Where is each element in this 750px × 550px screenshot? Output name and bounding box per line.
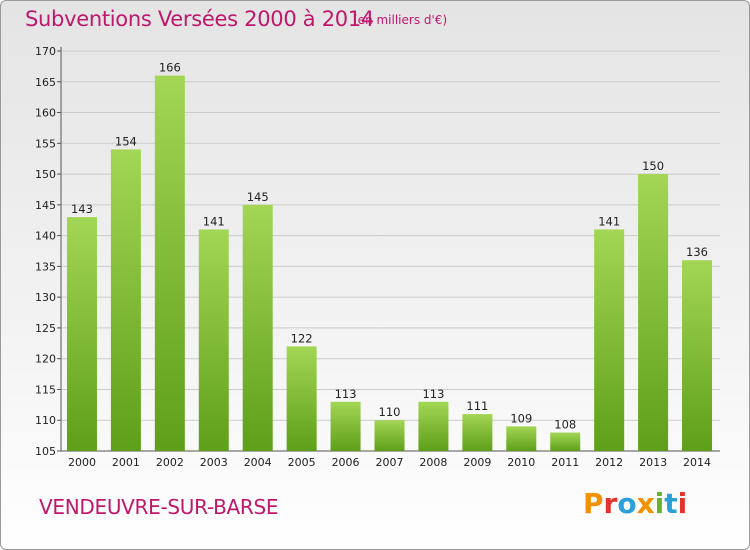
data-label-2008: 113 — [422, 387, 444, 401]
data-labels: 143 154 166 141 145 122 113 110 113 111 109 108 141 1… — [71, 61, 708, 432]
data-label-2013: 150 — [642, 159, 664, 173]
bar-2014 — [682, 260, 713, 451]
logo-letter: x — [636, 487, 655, 520]
data-label-2012: 141 — [598, 214, 620, 228]
x-tick-label-2001: 2001 — [112, 456, 140, 469]
x-tick-label-2003: 2003 — [200, 456, 228, 469]
bar-2006 — [330, 401, 361, 451]
x-tick-label-2000: 2000 — [68, 456, 96, 469]
data-label-2010: 109 — [510, 411, 532, 425]
x-tick-label-2005: 2005 — [288, 456, 316, 469]
data-label-2009: 111 — [466, 399, 488, 413]
logo-letter: r — [603, 487, 618, 520]
bar-2012 — [594, 229, 625, 451]
data-label-2005: 122 — [291, 331, 313, 345]
data-label-2014: 136 — [686, 245, 708, 259]
bar-2007 — [374, 420, 405, 451]
y-tick-label: 140 — [35, 230, 56, 243]
bar-2011 — [550, 432, 581, 451]
data-label-2000: 143 — [71, 202, 93, 216]
bar-2002 — [154, 75, 185, 451]
x-tick-label-2011: 2011 — [551, 456, 579, 469]
x-tick-label-2002: 2002 — [156, 456, 184, 469]
y-tick-label: 170 — [35, 45, 56, 58]
y-tick-label: 150 — [35, 168, 56, 181]
x-tick-label-2007: 2007 — [376, 456, 404, 469]
y-tick-label: 160 — [35, 107, 56, 120]
y-tick-label: 110 — [35, 414, 56, 427]
bar-2009 — [462, 414, 493, 451]
chart-title: Subventions Versées 2000 à 2014 — [25, 7, 374, 31]
city-name: VENDEUVRE-SUR-BARSE — [39, 495, 279, 519]
data-label-2002: 166 — [159, 61, 181, 75]
logo-letter: P — [583, 487, 604, 520]
y-tick-label: 105 — [35, 445, 56, 458]
bar-2003 — [198, 229, 229, 451]
logo-letter: o — [617, 487, 637, 520]
x-tick-label-2010: 2010 — [507, 456, 535, 469]
data-label-2006: 113 — [335, 387, 357, 401]
chart-subtitle: (en milliers d'€) — [353, 13, 448, 27]
bar-2004 — [242, 204, 273, 451]
x-tick-label-2008: 2008 — [419, 456, 447, 469]
y-tick-label: 165 — [35, 76, 56, 89]
logo-letter: i — [654, 487, 665, 520]
data-label-2001: 154 — [115, 134, 137, 148]
bar-2008 — [418, 401, 449, 451]
data-label-2003: 141 — [203, 214, 225, 228]
proxiti-logo[interactable]: Proxiti — [583, 487, 687, 520]
x-tick-label-2012: 2012 — [595, 456, 623, 469]
y-tick-label: 115 — [35, 383, 56, 396]
bar-2013 — [638, 174, 669, 452]
y-tick-label: 155 — [35, 137, 56, 150]
bar-2000 — [66, 217, 97, 451]
bar-2005 — [286, 346, 317, 451]
x-tick-label-2006: 2006 — [332, 456, 360, 469]
x-tick-label-2009: 2009 — [463, 456, 491, 469]
bar-2001 — [110, 149, 141, 451]
y-tick-label: 145 — [35, 199, 56, 212]
y-tick-label: 125 — [35, 322, 56, 335]
bar-2010 — [506, 426, 537, 451]
data-label-2007: 110 — [379, 405, 401, 419]
y-tick-label: 135 — [35, 260, 56, 273]
y-tick-label: 120 — [35, 353, 56, 366]
data-label-2004: 145 — [247, 190, 269, 204]
bars — [66, 75, 713, 452]
logo-letter: i — [677, 487, 688, 520]
x-tick-label-2014: 2014 — [683, 456, 711, 469]
y-tick-label: 130 — [35, 291, 56, 304]
data-label-2011: 108 — [554, 418, 576, 432]
logo-letter: t — [664, 487, 678, 520]
x-tick-label-2013: 2013 — [639, 456, 667, 469]
x-tick-label-2004: 2004 — [244, 456, 272, 469]
